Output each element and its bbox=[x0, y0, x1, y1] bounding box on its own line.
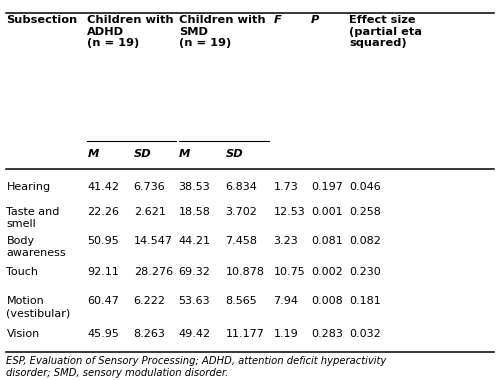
Text: Hearing: Hearing bbox=[6, 182, 50, 192]
Text: 1.73: 1.73 bbox=[273, 182, 298, 192]
Text: 22.26: 22.26 bbox=[87, 207, 119, 217]
Text: Motion
(vestibular): Motion (vestibular) bbox=[6, 296, 71, 318]
Text: 10.75: 10.75 bbox=[273, 267, 305, 277]
Text: 41.42: 41.42 bbox=[87, 182, 119, 192]
Text: 0.046: 0.046 bbox=[349, 182, 381, 192]
Text: 0.001: 0.001 bbox=[311, 207, 342, 217]
Text: Subsection: Subsection bbox=[6, 15, 78, 25]
Text: Taste and
smell: Taste and smell bbox=[6, 207, 60, 229]
Text: P: P bbox=[311, 15, 319, 25]
Text: 10.878: 10.878 bbox=[226, 267, 264, 277]
Text: 38.53: 38.53 bbox=[179, 182, 211, 192]
Text: 49.42: 49.42 bbox=[179, 329, 211, 339]
Text: 0.008: 0.008 bbox=[311, 296, 343, 306]
Text: 0.283: 0.283 bbox=[311, 329, 343, 339]
Text: 1.19: 1.19 bbox=[273, 329, 298, 339]
Text: 69.32: 69.32 bbox=[179, 267, 211, 277]
Text: 6.222: 6.222 bbox=[134, 296, 166, 306]
Text: 7.458: 7.458 bbox=[226, 236, 257, 246]
Text: 44.21: 44.21 bbox=[179, 236, 211, 246]
Text: 8.263: 8.263 bbox=[134, 329, 166, 339]
Text: 8.565: 8.565 bbox=[226, 296, 257, 306]
Text: 3.23: 3.23 bbox=[273, 236, 298, 246]
Text: 50.95: 50.95 bbox=[87, 236, 119, 246]
Text: 18.58: 18.58 bbox=[179, 207, 211, 217]
Text: M: M bbox=[87, 149, 99, 159]
Text: 6.834: 6.834 bbox=[226, 182, 257, 192]
Text: SD: SD bbox=[226, 149, 244, 159]
Text: Effect size
(partial eta
squared): Effect size (partial eta squared) bbox=[349, 15, 422, 48]
Text: 0.081: 0.081 bbox=[311, 236, 343, 246]
Text: 3.702: 3.702 bbox=[226, 207, 257, 217]
Text: 0.258: 0.258 bbox=[349, 207, 381, 217]
Text: F: F bbox=[273, 15, 281, 25]
Text: 11.177: 11.177 bbox=[226, 329, 264, 339]
Text: 0.230: 0.230 bbox=[349, 267, 381, 277]
Text: 92.11: 92.11 bbox=[87, 267, 119, 277]
Text: Vision: Vision bbox=[6, 329, 40, 339]
Text: 28.276: 28.276 bbox=[134, 267, 173, 277]
Text: 6.736: 6.736 bbox=[134, 182, 166, 192]
Text: 0.181: 0.181 bbox=[349, 296, 381, 306]
Text: ESP, Evaluation of Sensory Processing; ADHD, attention deficit hyperactivity
dis: ESP, Evaluation of Sensory Processing; A… bbox=[6, 356, 387, 378]
Text: Touch: Touch bbox=[6, 267, 38, 277]
Text: 0.032: 0.032 bbox=[349, 329, 381, 339]
Text: Body
awareness: Body awareness bbox=[6, 236, 66, 258]
Text: M: M bbox=[179, 149, 190, 159]
Text: SD: SD bbox=[134, 149, 152, 159]
Text: Children with
ADHD
(⁠n = 19): Children with ADHD (⁠n = 19) bbox=[87, 15, 174, 48]
Text: Children with
SMD
(⁠n = 19): Children with SMD (⁠n = 19) bbox=[179, 15, 265, 48]
Text: 0.082: 0.082 bbox=[349, 236, 381, 246]
Text: 7.94: 7.94 bbox=[273, 296, 298, 306]
Text: 2.621: 2.621 bbox=[134, 207, 166, 217]
Text: 60.47: 60.47 bbox=[87, 296, 119, 306]
Text: 0.002: 0.002 bbox=[311, 267, 343, 277]
Text: 0.197: 0.197 bbox=[311, 182, 343, 192]
Text: 12.53: 12.53 bbox=[273, 207, 305, 217]
Text: 45.95: 45.95 bbox=[87, 329, 119, 339]
Text: 14.547: 14.547 bbox=[134, 236, 173, 246]
Text: 53.63: 53.63 bbox=[179, 296, 210, 306]
